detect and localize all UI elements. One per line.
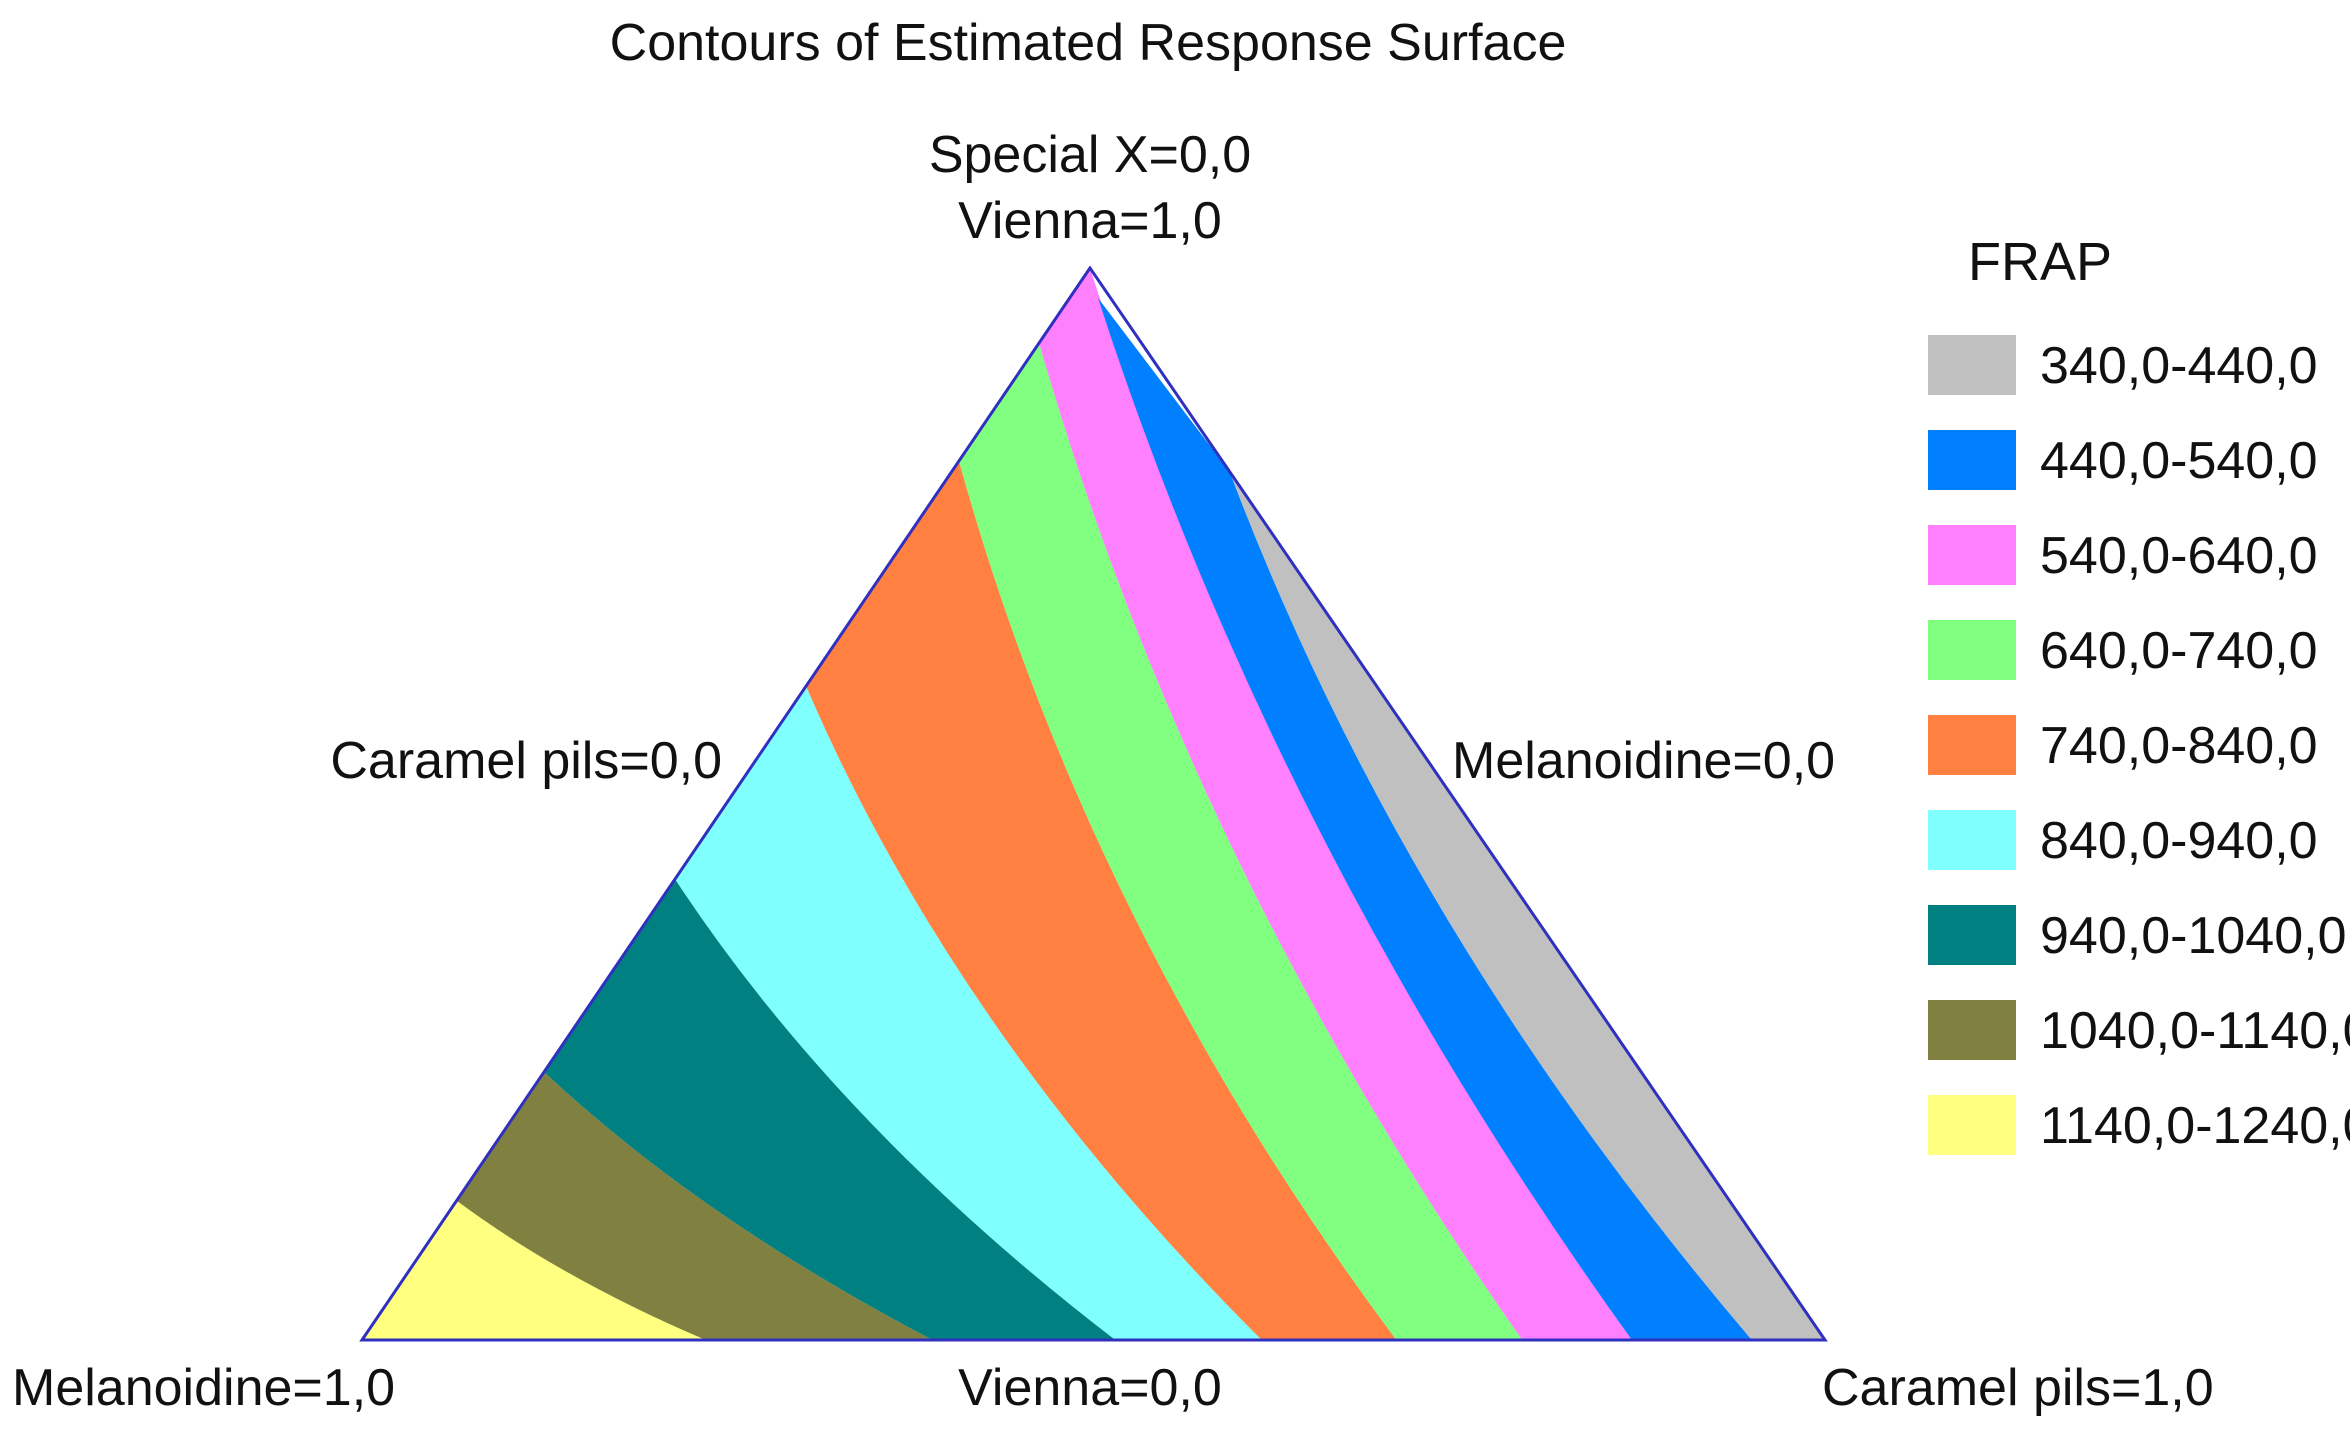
legend-label: 540,0-640,0 (2040, 527, 2318, 585)
legend-swatch (1928, 335, 2016, 395)
chart-title: Contours of Estimated Response Surface (610, 14, 1567, 72)
vertex-bottom-left-label: Melanoidine=1,0 (12, 1359, 395, 1417)
edge-bottom-label: Vienna=0,0 (958, 1359, 1222, 1417)
legend-swatch (1928, 525, 2016, 585)
legend-swatch (1928, 1000, 2016, 1060)
legend-label: 640,0-740,0 (2040, 622, 2318, 680)
contour-band-740-0-840-0 (806, 460, 1397, 1341)
contour-band-1040-0-1140-0 (456, 1072, 933, 1340)
legend: 340,0-440,0 440,0-540,0 540,0-640,0 640,0-7… (1928, 335, 2350, 1155)
legend-swatch (1928, 620, 2016, 680)
legend-label: 340,0-440,0 (2040, 337, 2318, 395)
legend-label: 940,0-1040,0 (2040, 907, 2347, 965)
legend-title: FRAP (1968, 232, 2112, 292)
triangle-frame (359, 265, 1828, 1342)
contour-band-540-0-640-0 (1039, 268, 1632, 1340)
contour-band-940-0-1040-0 (544, 879, 1116, 1340)
edge-left-label: Caramel pils=0,0 (330, 732, 722, 790)
edge-right-label: Melanoidine=0,0 (1452, 732, 1835, 790)
legend-label: 840,0-940,0 (2040, 812, 2318, 870)
contour-band-840-0-940-0 (675, 686, 1262, 1340)
vertex-top-label-line2: Vienna=1,0 (958, 192, 1222, 250)
legend-swatch (1928, 810, 2016, 870)
vertex-top-label-line1: Special X=0,0 (929, 126, 1251, 184)
vertex-bottom-right-label: Caramel pils=1,0 (1822, 1359, 2214, 1417)
legend-swatch (1928, 1095, 2016, 1155)
contour-band-1140-0-1240-0 (362, 1200, 706, 1340)
contour-band-640-0-740-0 (958, 343, 1523, 1340)
legend-swatch (1928, 430, 2016, 490)
legend-label: 740,0-840,0 (2040, 717, 2318, 775)
legend-label: 1040,0-1140,0 (2040, 1002, 2350, 1060)
legend-swatch (1928, 715, 2016, 775)
contour-band-440-0-540-0 (1098, 298, 1752, 1340)
legend-swatch (1928, 905, 2016, 965)
contour-bands (362, 268, 1825, 1341)
legend-label: 440,0-540,0 (2040, 432, 2318, 490)
legend-label: 1140,0-1240,0 (2040, 1097, 2350, 1155)
